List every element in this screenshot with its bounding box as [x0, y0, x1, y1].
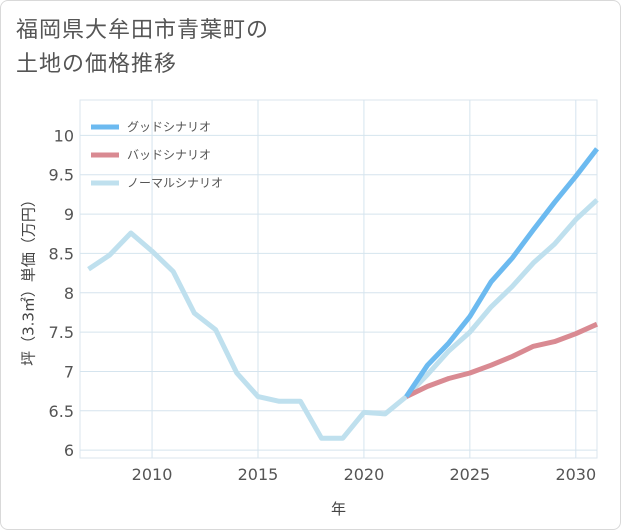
- x-tick-label: 2025: [450, 465, 491, 484]
- x-tick-label: 2010: [132, 465, 173, 484]
- x-tick-label: 2020: [344, 465, 385, 484]
- y-tick-label: 7.5: [49, 323, 74, 342]
- title-line-1: 福岡県大牟田市青葉町の: [16, 18, 270, 43]
- y-tick-label: 10: [54, 126, 74, 145]
- tick-labels: 6 6.5 7 7.5 8 8.5 9 9.5 10 2010 2015 2020 2025 2030: [49, 126, 597, 484]
- grid-lines: [79, 99, 598, 459]
- legend-label-1: バッドシナリオ: [127, 148, 211, 162]
- legend-label-0: グッドシナリオ: [127, 120, 211, 134]
- x-tick-label: 2030: [555, 465, 596, 484]
- y-tick-label: 9: [64, 205, 74, 224]
- chart-title: 福岡県大牟田市青葉町の 土地の価格推移: [16, 14, 376, 82]
- x-tick-label: 2015: [238, 465, 279, 484]
- x-axis-title: 年: [331, 500, 346, 518]
- series-line-2: [87, 198, 599, 441]
- y-axis-title: 坪（3.3㎡）単価（万円）: [20, 192, 38, 366]
- title-line-2: 土地の価格推移: [16, 52, 178, 77]
- y-tick-label: 6.5: [49, 402, 74, 421]
- y-tick-label: 8.5: [49, 244, 74, 263]
- y-tick-label: 6: [64, 441, 74, 460]
- plot-area-border: [79, 99, 598, 459]
- y-tick-label: 8: [64, 284, 74, 303]
- series-lines: [87, 147, 599, 441]
- y-tick-label: 9.5: [49, 166, 74, 185]
- series-line-0: [404, 147, 599, 398]
- series-line-1: [405, 321, 599, 399]
- legend-label-2: ノーマルシナリオ: [127, 176, 223, 190]
- y-tick-label: 7: [64, 362, 74, 381]
